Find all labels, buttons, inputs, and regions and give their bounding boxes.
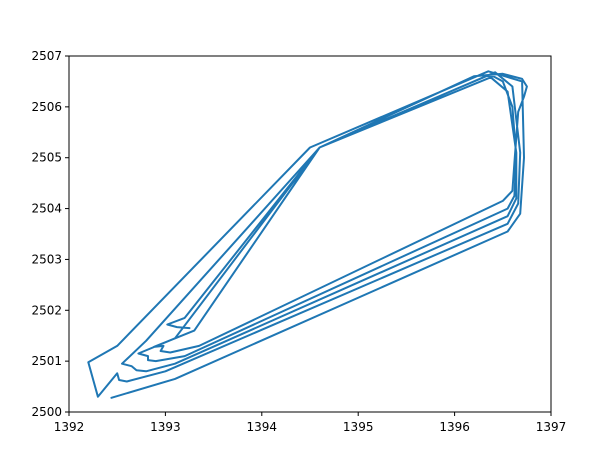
axes-frame bbox=[68, 55, 552, 413]
x-tick-label: 1396 bbox=[439, 420, 470, 434]
y-tick-label: 2507 bbox=[31, 49, 62, 63]
y-tick-label: 2503 bbox=[31, 252, 62, 266]
series-line bbox=[87, 70, 528, 399]
x-tick-label: 1395 bbox=[343, 420, 374, 434]
y-tick-label: 2505 bbox=[31, 151, 62, 165]
y-tick-label: 2501 bbox=[31, 354, 62, 368]
x-axis: 1392 1393 1394 1395 1396 1397 bbox=[54, 412, 567, 434]
plot-area bbox=[87, 70, 528, 399]
x-tick-label: 1397 bbox=[536, 420, 567, 434]
y-tick-label: 2500 bbox=[31, 405, 62, 419]
y-axis: 2500 2501 2502 2503 2504 2505 2506 2507 bbox=[31, 49, 69, 419]
y-tick-label: 2504 bbox=[31, 202, 62, 216]
y-tick-label: 2506 bbox=[31, 100, 62, 114]
x-tick-label: 1392 bbox=[54, 420, 85, 434]
x-tick-label: 1394 bbox=[247, 420, 278, 434]
y-tick-label: 2502 bbox=[31, 303, 62, 317]
x-tick-label: 1393 bbox=[150, 420, 181, 434]
